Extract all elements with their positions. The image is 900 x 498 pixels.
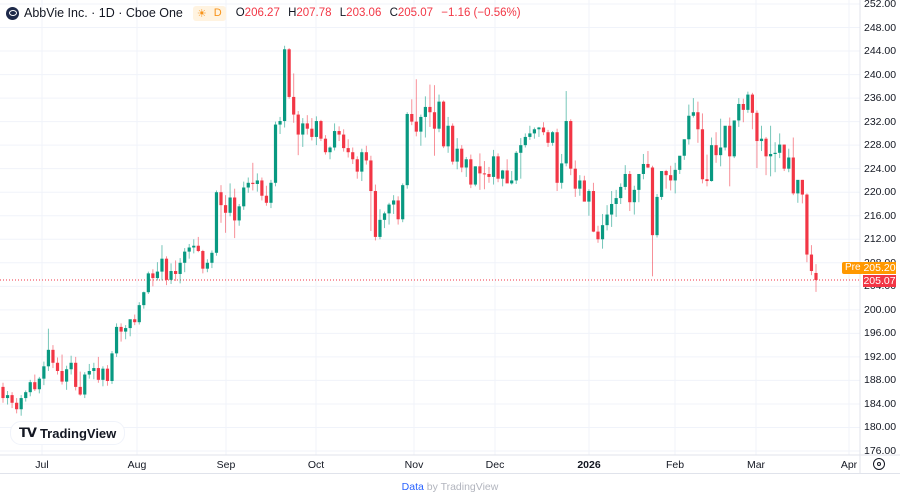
market-session-badge[interactable]: ☀ D bbox=[192, 5, 226, 21]
symbol-logo-icon bbox=[6, 6, 19, 20]
tradingview-logo-text: TradingView bbox=[39, 425, 117, 441]
price-tick: 212.00 bbox=[864, 233, 897, 246]
chart-frame: AbbVie Inc. · 1D · Cboe One ☀ D O206.27 … bbox=[0, 0, 900, 474]
time-tick: Nov bbox=[404, 459, 424, 471]
symbol-title[interactable]: AbbVie Inc. · 1D · Cboe One bbox=[24, 6, 183, 20]
time-tick: Jul bbox=[35, 459, 49, 471]
time-tick: Feb bbox=[665, 459, 685, 471]
close-label: C bbox=[389, 7, 398, 19]
price-tick: 176.00 bbox=[864, 445, 897, 457]
settings-gear-icon[interactable] bbox=[873, 458, 885, 470]
footer-text: by TradingView bbox=[423, 481, 499, 493]
time-tick: Sep bbox=[216, 459, 236, 471]
price-tick: 192.00 bbox=[864, 350, 897, 363]
ohlc-values: O206.27 H207.78 L203.06 C205.07 −1.16 (−… bbox=[236, 7, 526, 19]
price-tick: 232.00 bbox=[864, 115, 897, 128]
close-value: 205.07 bbox=[397, 7, 434, 19]
price-tick: 244.00 bbox=[864, 45, 897, 58]
open-label: O bbox=[235, 7, 245, 19]
price-tick: 236.00 bbox=[864, 92, 897, 105]
time-tick: Mar bbox=[746, 459, 766, 471]
price-tick: 216.00 bbox=[864, 209, 897, 222]
footer-attribution: Data by TradingView bbox=[0, 481, 900, 493]
price-tick: 224.00 bbox=[864, 162, 897, 175]
price-tick: 252.00 bbox=[864, 0, 897, 10]
premarket-price-label: 205.20 bbox=[863, 262, 896, 274]
last-price-label: 205.07 bbox=[863, 275, 896, 287]
time-tick: 2026 bbox=[577, 459, 601, 471]
time-tick: Aug bbox=[127, 459, 147, 471]
high-value: 207.78 bbox=[296, 7, 332, 19]
price-tick: 180.00 bbox=[864, 421, 897, 434]
chart-header: AbbVie Inc. · 1D · Cboe One ☀ D O206.27 … bbox=[6, 5, 526, 21]
price-tick: 240.00 bbox=[864, 68, 897, 81]
premarket-tag: Pre bbox=[842, 262, 864, 274]
session-label: D bbox=[213, 7, 222, 19]
price-tick: 248.00 bbox=[864, 21, 897, 34]
price-tick: 228.00 bbox=[864, 139, 897, 152]
tradingview-mark-icon: 𝗧𝗩 bbox=[19, 425, 37, 440]
change-value: −1.16 (−0.56%) bbox=[441, 7, 521, 19]
open-value: 206.27 bbox=[244, 7, 280, 19]
sun-icon: ☀ bbox=[196, 7, 207, 20]
price-tick: 220.00 bbox=[864, 186, 897, 199]
tradingview-logo[interactable]: 𝗧𝗩 TradingView bbox=[10, 421, 126, 445]
price-tick: 188.00 bbox=[864, 374, 897, 387]
data-link[interactable]: Data bbox=[401, 481, 424, 493]
low-label: L bbox=[339, 7, 347, 19]
candlestick-plot[interactable] bbox=[0, 0, 900, 474]
time-tick: Dec bbox=[485, 459, 505, 471]
low-value: 203.06 bbox=[346, 7, 382, 19]
time-tick: Oct bbox=[307, 459, 325, 471]
price-tick: 200.00 bbox=[864, 303, 897, 316]
high-label: H bbox=[288, 7, 297, 19]
time-tick: Apr bbox=[840, 459, 858, 471]
price-tick: 184.00 bbox=[864, 397, 897, 410]
price-tick: 196.00 bbox=[864, 327, 897, 340]
